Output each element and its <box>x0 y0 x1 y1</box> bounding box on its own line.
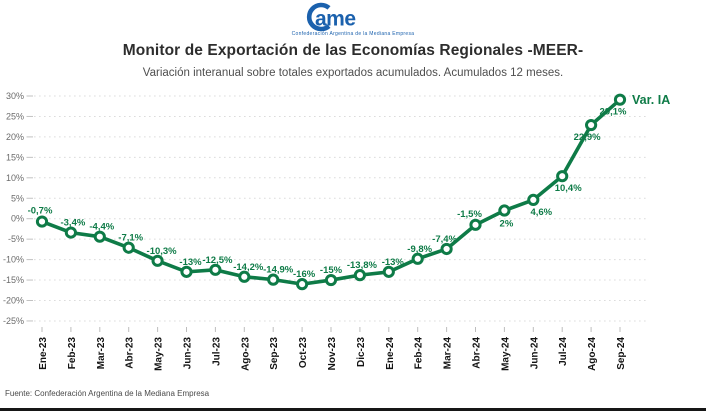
data-point <box>93 230 106 243</box>
x-tick-label: Jul-24 <box>558 337 569 366</box>
came-logo-c-arc <box>306 2 331 32</box>
x-tick-label: Mar-23 <box>96 337 107 370</box>
data-point <box>440 242 453 256</box>
x-tick-label: Jun-23 <box>183 337 194 370</box>
data-point-label: -7,1% <box>118 233 143 244</box>
data-point-label: -0,7% <box>28 206 53 217</box>
x-tick-label: Ago-24 <box>587 337 598 371</box>
data-point <box>613 93 627 106</box>
came-logo-text: ame <box>315 8 356 31</box>
data-point-label: -14,2% <box>233 262 264 273</box>
y-tick-label: 15% <box>6 152 24 162</box>
data-point-label: -12,5% <box>202 255 233 266</box>
data-point <box>296 278 309 291</box>
data-point <box>498 204 511 217</box>
page-title: Monitor de Exportación de las Economías … <box>122 42 584 59</box>
data-point <box>180 265 193 278</box>
data-point-label: -13% <box>179 257 202 268</box>
data-point-label: -3,4% <box>60 218 85 229</box>
series-label: Var. IA <box>632 93 670 107</box>
data-line <box>40 97 622 286</box>
data-point <box>382 265 395 278</box>
y-tick-label: -5% <box>8 234 24 244</box>
line-chart: 30% 25% 20% 15% 10% 5% 0% -5% -10% -15% -20% -25% En… <box>3 91 670 371</box>
y-tick-label: 5% <box>11 193 24 203</box>
x-tick-label: Dic-23 <box>356 337 367 367</box>
came-logo: ame Confederación Argentina de la Median… <box>0 2 706 37</box>
data-point-label: -13,8% <box>347 260 378 271</box>
x-tick-label: Nov-23 <box>327 337 338 371</box>
x-tick-label: Ene-23 <box>38 337 49 370</box>
x-tick-label: Sep-23 <box>269 337 280 370</box>
came-logo-mark: ame <box>306 2 356 32</box>
data-point <box>35 215 49 228</box>
data-point-label: -16% <box>293 269 316 280</box>
y-tick-label: 20% <box>6 132 24 142</box>
x-tick-label: Abr-24 <box>472 337 483 369</box>
data-point-label: -1,5% <box>457 209 482 220</box>
x-tick-label: Jul-23 <box>211 337 222 366</box>
logo-tagline: Confederación Argentina de la Mediana Em… <box>291 31 415 37</box>
y-tick-label: -25% <box>3 316 24 326</box>
x-tick-label: Ene-24 <box>385 337 396 370</box>
x-tick-label: May-23 <box>154 337 165 371</box>
data-point-label: 22,9% <box>574 132 601 143</box>
data-point-label: -13% <box>382 257 405 268</box>
data-point <box>64 226 78 239</box>
x-tick-label: Jun-24 <box>529 337 540 370</box>
data-point <box>469 218 482 231</box>
page-subtitle: Variación interanual sobre totales expor… <box>142 67 564 79</box>
bottom-border <box>0 408 706 411</box>
data-point-label: -4,4% <box>89 222 114 233</box>
x-tick-label: Feb-24 <box>414 337 425 370</box>
data-point-label: 29,1% <box>600 107 627 118</box>
data-point-label: -15% <box>320 265 343 276</box>
data-point-label: -9,8% <box>407 244 432 255</box>
data-point <box>209 263 222 276</box>
y-tick-label: 30% <box>6 91 24 101</box>
x-tick-label: Ago-23 <box>240 337 251 371</box>
y-tick-label: 25% <box>6 111 24 121</box>
data-point <box>411 252 424 265</box>
data-point <box>324 273 338 287</box>
data-point-label: -10,3% <box>147 246 178 257</box>
data-point-label: -7,4% <box>432 234 457 245</box>
data-point <box>267 273 280 286</box>
x-tick-label: Sep-24 <box>616 337 627 370</box>
x-tick-label: Feb-23 <box>67 337 78 370</box>
y-tick-label: -15% <box>3 275 24 285</box>
x-tick-label: Mar-24 <box>443 337 454 370</box>
data-point-label: -14,9% <box>263 265 294 276</box>
x-tick-label: May-24 <box>500 337 511 371</box>
data-point <box>151 254 164 267</box>
data-point <box>238 270 251 283</box>
data-point-label: 4,6% <box>530 207 552 218</box>
x-tick-label: Abr-23 <box>125 337 136 369</box>
data-point <box>122 241 135 254</box>
y-tick-label: -10% <box>3 255 24 265</box>
data-point <box>527 193 540 206</box>
data-point <box>585 118 598 132</box>
y-tick-label: 0% <box>11 214 24 224</box>
data-point-label: 10,4% <box>555 183 582 194</box>
y-tick-label: 10% <box>6 173 24 183</box>
data-point <box>353 269 366 282</box>
y-tick-label: -20% <box>3 296 24 306</box>
data-point-label: 2% <box>500 219 514 230</box>
data-point <box>556 170 569 183</box>
source-note: Fuente: Confederación Argentina de la Me… <box>5 389 210 398</box>
x-tick-label: Oct-23 <box>298 337 309 369</box>
